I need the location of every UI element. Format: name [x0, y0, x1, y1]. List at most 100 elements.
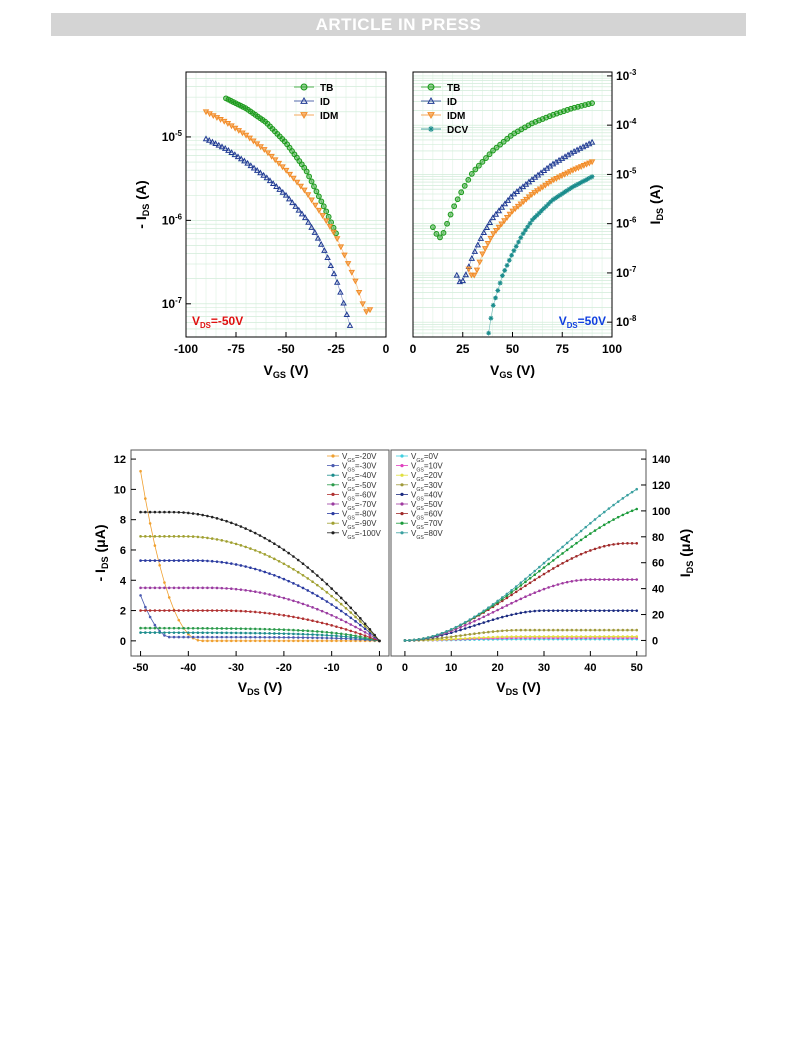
series-line — [205, 138, 351, 326]
data-point — [533, 628, 537, 632]
data-point — [249, 635, 252, 639]
data-point — [579, 578, 583, 582]
data-point — [510, 591, 513, 594]
x-tick-label: 20 — [492, 662, 504, 674]
data-point — [268, 639, 271, 643]
data-point — [148, 510, 152, 514]
data-point — [139, 535, 142, 538]
data-point — [215, 609, 219, 612]
data-point — [598, 514, 601, 518]
data-point — [570, 628, 574, 632]
data-point — [306, 589, 310, 592]
data-point — [587, 175, 593, 181]
data-point — [306, 604, 310, 607]
data-point — [363, 309, 370, 316]
data-point — [477, 631, 481, 635]
data-point — [244, 610, 247, 613]
data-point — [505, 592, 509, 596]
data-point — [544, 180, 552, 187]
data-point — [509, 208, 516, 215]
data-point — [308, 223, 315, 230]
data-point — [292, 636, 295, 639]
y-tick-label: 8 — [120, 515, 126, 527]
data-point — [225, 609, 228, 612]
data-point — [630, 609, 634, 612]
series-vgs50v — [403, 578, 639, 642]
data-point — [520, 199, 527, 206]
data-point — [182, 511, 185, 514]
data-point — [330, 594, 333, 598]
data-point — [153, 535, 157, 538]
data-point — [325, 636, 329, 640]
data-point — [282, 167, 290, 174]
data-point — [565, 628, 569, 632]
data-point — [316, 636, 319, 640]
legend: TB ID IDM — [294, 83, 338, 122]
data-point — [344, 633, 348, 636]
y-tick-label: 100 — [652, 506, 670, 518]
data-point — [244, 545, 247, 549]
data-point — [279, 188, 287, 195]
data-point — [589, 635, 592, 638]
data-point — [296, 629, 300, 632]
data-point — [201, 635, 204, 639]
data-point — [449, 637, 453, 641]
data-point — [306, 618, 310, 621]
x-tick-label: 100 — [602, 342, 622, 356]
data-point — [263, 570, 267, 574]
data-point — [296, 570, 300, 574]
data-point — [440, 631, 444, 635]
data-point — [292, 632, 295, 636]
data-point — [253, 627, 257, 631]
data-point — [496, 635, 499, 639]
data-point — [306, 577, 310, 580]
data-point — [602, 635, 606, 638]
data-point — [630, 490, 634, 494]
data-point — [349, 611, 353, 614]
data-point — [277, 628, 281, 631]
data-point — [253, 567, 257, 571]
data-point — [215, 639, 219, 643]
data-point — [296, 639, 300, 643]
data-point — [459, 623, 462, 627]
data-point — [589, 628, 592, 632]
data-point — [493, 144, 500, 151]
data-point — [220, 627, 224, 630]
data-point — [607, 543, 611, 547]
data-point — [344, 620, 348, 624]
data-point — [626, 609, 629, 612]
data-point — [311, 639, 314, 643]
data-point — [225, 146, 232, 153]
data-point — [512, 206, 519, 213]
data-point — [513, 243, 519, 249]
data-point — [630, 578, 634, 581]
data-point — [234, 631, 238, 635]
data-point — [482, 621, 486, 624]
data-point — [538, 589, 541, 593]
legend-label: VGS​=-100V — [342, 529, 382, 541]
data-point — [490, 302, 496, 308]
data-point — [495, 224, 503, 231]
data-point — [312, 202, 319, 209]
data-point — [167, 631, 171, 634]
y-tick-label: 0 — [652, 635, 658, 647]
data-point — [239, 544, 243, 547]
data-point — [287, 579, 290, 583]
data-point — [263, 631, 267, 635]
data-point — [570, 557, 574, 560]
data-point — [261, 147, 268, 154]
data-point — [139, 510, 142, 514]
data-point — [258, 534, 262, 537]
data-point — [317, 240, 325, 247]
legend-marker — [331, 483, 335, 487]
data-point — [463, 637, 467, 640]
data-point — [548, 199, 554, 205]
data-point — [239, 631, 243, 635]
legend-label: VGS​=-60V — [342, 490, 377, 502]
data-point — [598, 609, 601, 612]
legend-label: VGS​=10V — [411, 462, 443, 474]
data-point — [584, 609, 588, 612]
data-point — [344, 261, 352, 267]
data-point — [330, 639, 333, 643]
data-point — [163, 634, 166, 637]
